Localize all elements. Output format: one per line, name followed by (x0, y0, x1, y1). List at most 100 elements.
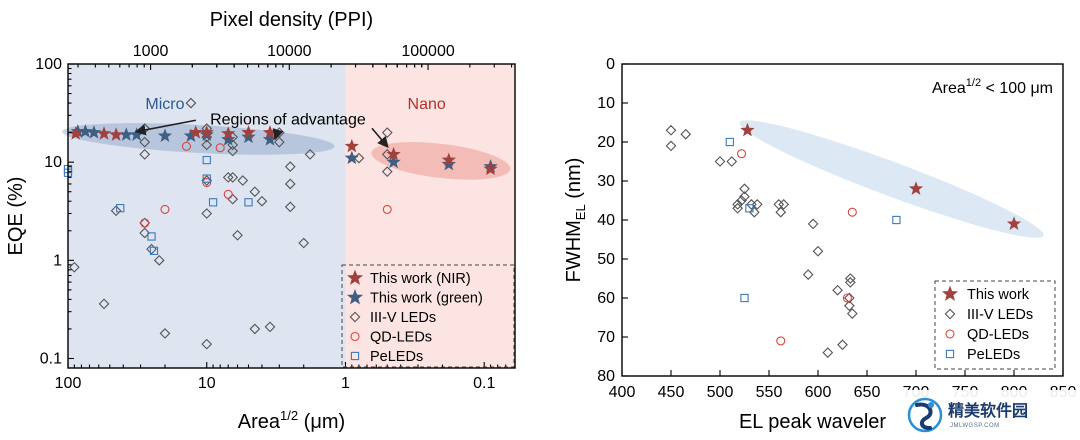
y-title-sub: EL (573, 204, 588, 220)
point-nir (68, 126, 83, 140)
region-label-nano: Nano (408, 96, 446, 113)
point-iiiv (185, 97, 197, 109)
legend-marker-qd (945, 329, 955, 339)
legend-label-pe: PeLEDs (967, 347, 1020, 363)
region-nano (345, 64, 515, 368)
y-tick-label: 60 (597, 290, 615, 307)
legend-label-qd: QD-LEDs (967, 327, 1029, 343)
point-pe (208, 198, 218, 207)
point-nir (483, 161, 498, 176)
point-green (119, 127, 134, 141)
point-nir (441, 152, 456, 167)
point-qd (382, 204, 392, 214)
point-iiiv (739, 183, 750, 195)
point-iiiv (802, 269, 814, 280)
x-tick-label: 650 (854, 384, 881, 401)
point-nir (221, 126, 236, 140)
point-green (157, 128, 173, 142)
point-iiiv (298, 237, 310, 249)
eqe-top-axis-title: Pixel density (PPI) (210, 9, 373, 31)
x-tick-label: 10 (198, 375, 216, 392)
annot-sup: 1/2 (966, 77, 981, 89)
point-green (78, 124, 93, 138)
point-qd (776, 336, 786, 346)
point-nir (199, 125, 214, 139)
point-nir (188, 125, 203, 139)
fwhm-area-annotation: Area1/2 < 100 μm (932, 77, 1053, 97)
eqe-y-axis-title: EQE (%) (5, 177, 27, 256)
arrow-to-micro (134, 119, 197, 136)
y-tick-label: 100 (35, 56, 62, 73)
point-green (70, 124, 85, 138)
point-green (241, 129, 256, 144)
point-tw (908, 181, 924, 195)
point-iiiv (736, 195, 747, 206)
point-iiiv (264, 321, 276, 333)
legend-marker-qd (350, 331, 360, 342)
y-tick-label: 20 (597, 134, 615, 151)
point-iiiv (227, 145, 239, 157)
point-pe (740, 293, 749, 303)
point-iiiv (748, 206, 760, 218)
point-iiiv (249, 323, 261, 335)
point-iiiv (222, 171, 234, 183)
point-iiiv (139, 227, 151, 239)
arrow-to-micro-right (272, 128, 284, 141)
legend-marker-nir (346, 269, 364, 285)
point-iiiv (284, 178, 296, 190)
annot-main: Area (932, 80, 966, 97)
point-iiiv (284, 161, 296, 173)
eqe-plot-frame (67, 63, 516, 369)
legend-label-tw: This work (967, 287, 1030, 303)
point-iiiv (68, 261, 80, 273)
y-tick-label: 0 (606, 56, 615, 73)
point-iiiv (846, 308, 858, 319)
x-tick-label: 600 (805, 384, 832, 401)
legend-marker-pe (350, 351, 360, 361)
fwhm-x-axis-title: EL peak waveler (739, 411, 886, 433)
point-iiiv (201, 208, 213, 219)
point-iiiv (775, 206, 787, 218)
y-tick-label: 40 (597, 212, 615, 229)
point-nir (96, 126, 112, 140)
point-iiiv (153, 254, 165, 266)
point-qd (140, 218, 150, 228)
point-pe (202, 155, 211, 165)
point-qd (842, 293, 852, 303)
point-green (262, 132, 278, 146)
watermark-logo-mark (915, 402, 933, 430)
point-pe (892, 215, 901, 225)
point-iiiv (227, 171, 239, 183)
point-iiiv (249, 186, 261, 198)
point-green (441, 156, 456, 171)
legend-marker-tw (941, 285, 959, 301)
point-iiiv (732, 202, 744, 214)
watermark-title: 精美软件园 (948, 401, 1028, 420)
region-label-micro: Micro (145, 96, 184, 113)
y-tick-label: 1 (53, 252, 62, 269)
point-iiiv (237, 175, 249, 186)
point-iiiv (726, 156, 738, 167)
y-tick-label: 10 (597, 95, 615, 112)
point-iiiv (232, 229, 243, 241)
x-title-sup: 1/2 (280, 408, 298, 423)
x-tick-label: 450 (658, 384, 685, 401)
fwhm-chart: 4004505005506006507007508008500102030405… (563, 56, 1076, 433)
y-tick-label: 0.1 (40, 350, 62, 367)
eqe-regions: Micro Nano (68, 64, 515, 368)
point-green (386, 154, 401, 169)
point-pe (147, 232, 156, 241)
eqe-legend: This work (NIR) This work (green) III-V LE… (341, 264, 515, 368)
point-green (221, 132, 236, 146)
point-iiiv (139, 136, 151, 148)
region-micro (68, 64, 346, 368)
y-tick-label: 70 (597, 329, 615, 346)
x-tick-label: 500 (707, 384, 734, 401)
point-iiiv (843, 292, 855, 304)
eqe-x-axis-title: Area1/2 (μm) (238, 408, 345, 433)
regions-of-advantage-label: Regions of advantage (210, 111, 366, 128)
legend-marker-green (346, 289, 364, 305)
y-title-main: FWHM (563, 220, 585, 282)
